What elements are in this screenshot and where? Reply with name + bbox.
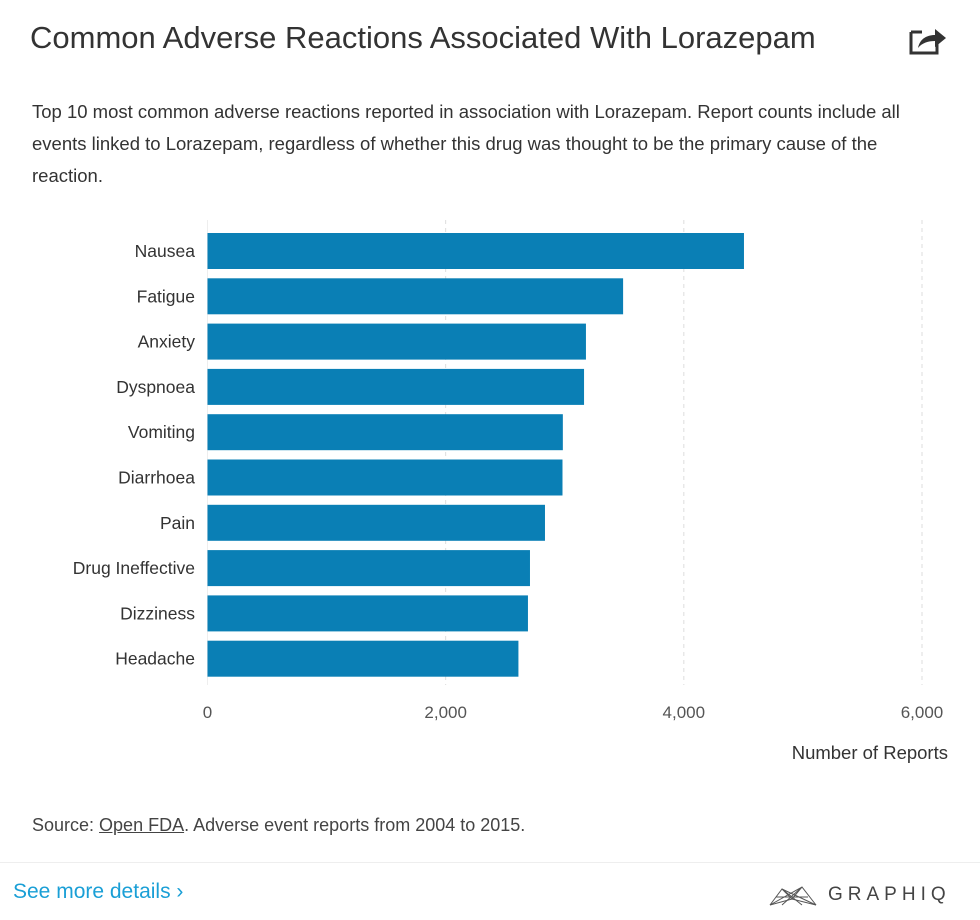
x-tick-label: 2,000 bbox=[424, 703, 467, 722]
bar-fatigue bbox=[207, 278, 624, 315]
category-label: Drug Ineffective bbox=[73, 558, 195, 578]
share-icon[interactable] bbox=[908, 24, 948, 56]
source-prefix: Source: bbox=[32, 815, 100, 835]
category-label: Vomiting bbox=[128, 422, 195, 442]
graphiq-mountain-icon bbox=[769, 886, 817, 906]
logo-text: GRAPHIQ bbox=[828, 884, 951, 905]
category-label: Dizziness bbox=[120, 603, 195, 623]
category-label: Fatigue bbox=[137, 286, 195, 306]
category-label: Nausea bbox=[135, 241, 196, 261]
bar-dyspnoea bbox=[207, 368, 585, 405]
bar-nausea bbox=[207, 233, 744, 269]
category-label: Headache bbox=[115, 649, 195, 669]
bar-drug-ineffective bbox=[207, 550, 530, 587]
footer-divider bbox=[0, 862, 980, 863]
category-label: Pain bbox=[160, 513, 195, 533]
bar-diarrhoea bbox=[207, 459, 563, 496]
x-tick-label: 0 bbox=[203, 703, 212, 722]
category-label: Anxiety bbox=[138, 332, 196, 352]
chart-subtitle: Top 10 most common adverse reactions rep… bbox=[32, 101, 900, 186]
open-fda-link[interactable]: Open FDA bbox=[99, 815, 185, 835]
bar-pain bbox=[207, 504, 545, 541]
bar-anxiety bbox=[207, 323, 586, 360]
x-axis-label: Number of Reports bbox=[792, 742, 948, 763]
bar-dizziness bbox=[207, 595, 528, 632]
bar-headache bbox=[207, 640, 519, 677]
chart-title: Common Adverse Reactions Associated With… bbox=[30, 20, 816, 55]
graphiq-logo[interactable]: GRAPHIQ bbox=[768, 880, 951, 910]
see-more-details-link[interactable]: See more details › bbox=[13, 880, 184, 903]
x-tick-label: 6,000 bbox=[901, 703, 944, 722]
source-note: Source: Open FDA. Adverse event reports … bbox=[32, 815, 525, 836]
source-suffix: . Adverse event reports from 2004 to 201… bbox=[184, 815, 526, 835]
category-label: Dyspnoea bbox=[116, 377, 195, 397]
bar-chart: 0 2,000 4,000 6,000 Nausea Fatigue Anxiety Dysp… bbox=[73, 220, 948, 763]
x-tick-label: 4,000 bbox=[663, 703, 706, 722]
bar-vomiting bbox=[207, 414, 563, 451]
category-label: Diarrhoea bbox=[118, 468, 195, 488]
